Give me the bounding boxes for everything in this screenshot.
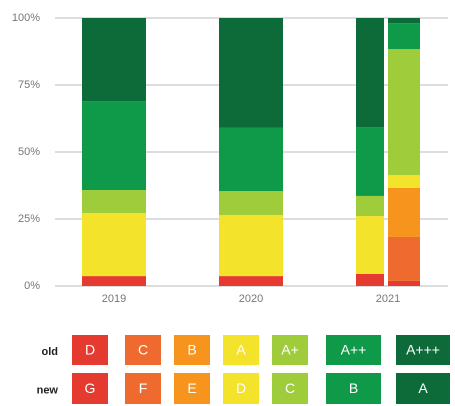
bar-segment (82, 276, 146, 286)
legend-label: D (236, 380, 246, 396)
legend-label: C (285, 380, 295, 396)
bar-segment (388, 280, 420, 286)
bar-segment (356, 195, 384, 217)
legend-swatch (223, 335, 259, 365)
y-tick-label: 75% (18, 79, 40, 91)
bar-segment (388, 187, 420, 237)
legend-swatch (72, 335, 108, 365)
legend-swatch (125, 335, 161, 365)
bar-segment (356, 18, 384, 128)
bar-segment (219, 214, 283, 277)
bar-segment (388, 49, 420, 176)
legend-label: F (139, 380, 148, 396)
legend-label: A++ (341, 342, 367, 358)
bar-segment (219, 18, 283, 128)
bar-segment (219, 191, 283, 215)
bar-segment (388, 175, 420, 188)
legend-swatch (272, 335, 308, 365)
x-tick-label: 2021 (376, 293, 400, 305)
legend-label: A+++ (406, 342, 440, 358)
legend-swatch (174, 335, 210, 365)
legend-swatch (326, 373, 381, 404)
bar-segment (82, 101, 146, 191)
bar-segment (219, 276, 283, 286)
legend-swatch (72, 373, 108, 404)
bar-segment (356, 273, 384, 286)
y-tick-label: 25% (18, 213, 40, 225)
legend-label: A (418, 380, 428, 396)
legend-label: B (349, 380, 358, 396)
bar-segment (388, 18, 420, 24)
legend-label: C (138, 342, 148, 358)
x-tick-label: 2020 (239, 293, 263, 305)
legend-label: D (85, 342, 95, 358)
legend-swatch (125, 373, 161, 404)
bar-segment (356, 127, 384, 196)
legend-swatch (326, 335, 381, 365)
bar-segment (219, 127, 283, 192)
bar-segment (388, 236, 420, 281)
legend-row-label: old (42, 346, 59, 358)
bar-segment (82, 18, 146, 102)
legend-label: E (187, 380, 196, 396)
legend-swatch (272, 373, 308, 404)
x-tick-label: 2019 (102, 293, 126, 305)
legend-label: B (187, 342, 196, 358)
bar-segment (82, 213, 146, 277)
bar-segment (82, 190, 146, 214)
legend-label: A+ (281, 342, 299, 358)
legend-label: A (236, 342, 246, 358)
legend-label: G (85, 380, 96, 396)
bar-segment (356, 216, 384, 274)
y-tick-label: 50% (18, 146, 40, 158)
legend-swatch (396, 335, 450, 365)
legend-row-label: new (37, 384, 59, 396)
legend-swatch (223, 373, 259, 404)
y-tick-label: 100% (12, 12, 40, 24)
legend-swatch (396, 373, 450, 404)
legend-swatch (174, 373, 210, 404)
y-tick-label: 0% (24, 280, 40, 292)
bar-segment (388, 23, 420, 50)
